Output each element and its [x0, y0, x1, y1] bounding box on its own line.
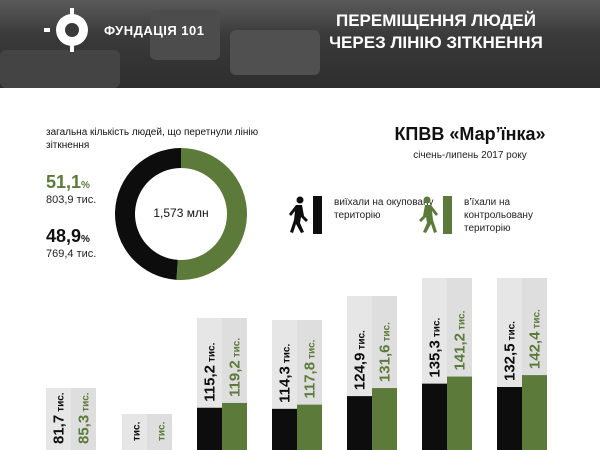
bar-background [122, 414, 147, 450]
bar-value-label: 142,4тис. [527, 309, 544, 369]
green-percent: 51,1 [46, 172, 82, 192]
background-car-shape [150, 10, 220, 60]
fundation-logo-icon [56, 8, 88, 52]
donut-slice-black [115, 148, 181, 280]
bar-value-label: 141,2тис. [452, 310, 469, 370]
green-percent-sign: % [81, 180, 90, 191]
bar-value-label: 117,8тис. [302, 339, 319, 398]
bar-black [347, 396, 372, 450]
donut-center-label: 1,573 млн [153, 206, 209, 220]
bar-green [372, 388, 397, 450]
legend-green-swatch [443, 196, 452, 234]
black-percent-sign: % [81, 234, 90, 245]
green-share: 51,1% 803,9 тис. [46, 172, 96, 206]
donut-slice-green [176, 148, 247, 280]
green-count: 803,9 тис. [46, 194, 97, 206]
background-car-shape [230, 30, 320, 75]
bar-value-label: 85,3тис. [76, 392, 93, 444]
bar-black [197, 407, 222, 450]
bar-green [522, 375, 547, 450]
page-title-line2: ЧЕРЕЗ ЛІНІЮ ЗІТКНЕННЯ [329, 33, 543, 52]
total-label: загальна кількість людей, що перетнули л… [46, 127, 259, 151]
bar-value-label: 115,2тис. [202, 342, 219, 401]
bar-value-label: тис. [132, 421, 143, 441]
logo-bar [44, 28, 50, 32]
legend-black-label: виїхали на окуповану територію [334, 197, 434, 221]
bar-green [297, 404, 322, 450]
background-car-shape [0, 50, 120, 88]
donut-chart [115, 148, 247, 280]
legend-green-label: в’їхали на контрольовану територію [464, 197, 533, 234]
bar-value-label: 119,2тис. [227, 338, 244, 397]
bar-value-label: 131,6тис. [377, 322, 394, 382]
black-percent: 48,9 [46, 226, 82, 246]
checkpoint-title: КПВВ «Мар’їнка» [394, 124, 546, 144]
brand-name: ФУНДАЦІЯ 101 [104, 23, 205, 38]
bar-value-label: 81,7тис. [51, 392, 68, 444]
bar-black [497, 387, 522, 450]
bar-value-label: тис. [157, 421, 168, 441]
page-title: ПЕРЕМІЩЕННЯ ЛЮДЕЙ ЧЕРЕЗ ЛІНІЮ ЗІТКНЕННЯ [306, 10, 566, 54]
bar-background [71, 388, 96, 450]
black-count: 769,4 тис. [46, 248, 97, 260]
header-banner: ФУНДАЦІЯ 101 ПЕРЕМІЩЕННЯ ЛЮДЕЙ ЧЕРЕЗ ЛІН… [0, 0, 600, 88]
page-title-line1: ПЕРЕМІЩЕННЯ ЛЮДЕЙ [336, 11, 536, 30]
checkpoint-period: січень-липень 2017 року [413, 150, 527, 161]
bar-background [46, 388, 71, 450]
bar-black [272, 408, 297, 450]
bar-value-label: 132,5тис. [502, 321, 519, 381]
bar-value-label: 114,3тис. [277, 344, 294, 403]
bar-green [222, 402, 247, 450]
legend-black-swatch [313, 196, 322, 234]
bar-black [422, 383, 447, 450]
bar-green [447, 376, 472, 450]
black-share: 48,9% 769,4 тис. [46, 226, 96, 260]
bar-value-label: 135,3тис. [427, 317, 444, 377]
bar-value-label: 124,9тис. [352, 330, 369, 390]
walker-black-icon [289, 196, 308, 233]
bar-background [147, 414, 172, 450]
walker-green-icon [419, 196, 438, 233]
